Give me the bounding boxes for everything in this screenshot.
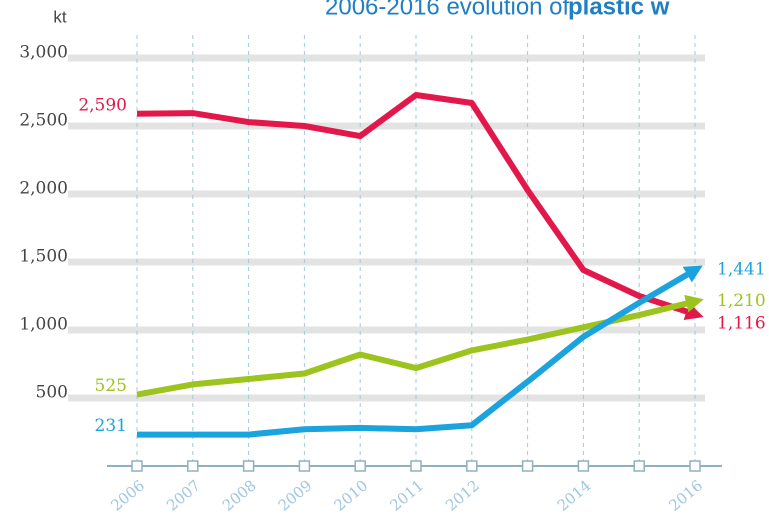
x-tick-label: 2014 [554,476,595,514]
value-label: 2,590 [78,95,127,115]
x-tick [633,460,645,472]
chart-title: 2006-2016 evolution of [325,0,570,20]
x-tick-label: 2006 [107,476,148,514]
x-tick [131,460,143,472]
x-tick-label: 2007 [163,476,204,514]
y-tick-label: 2,500 [19,111,68,131]
value-label: 231 [95,416,127,436]
line [136,91,704,320]
x-tick [354,460,366,472]
x-tick [410,460,422,472]
x-tick [242,460,255,472]
x-tick-label: 2010 [331,476,372,514]
x-tick [466,460,478,472]
y-tick-label: 500 [36,383,68,403]
x-tick-label: 2011 [386,476,427,514]
chart-title-bold: plastic w [568,0,670,20]
x-tick [577,460,590,472]
x-tick-label: 2008 [219,476,260,514]
x-tick-label: 2009 [275,476,316,514]
value-label: 1,210 [717,291,766,311]
x-tick [187,460,199,472]
value-label: 525 [95,376,127,396]
x-tick [521,460,534,472]
y-tick-label: 1,500 [19,247,68,267]
x-tick-label: 2012 [442,476,483,514]
x-tick [298,460,311,472]
value-label: 1,441 [717,260,766,280]
y-tick-label: 3,000 [19,43,68,63]
value-label: 1,116 [717,314,766,334]
y-tick-label: 1,000 [19,315,68,335]
y-tick-label: 2,000 [19,179,68,199]
line [137,265,703,438]
x-tick [689,460,701,472]
y-axis-label: kt [53,7,67,26]
x-tick-label: 2016 [665,476,706,514]
